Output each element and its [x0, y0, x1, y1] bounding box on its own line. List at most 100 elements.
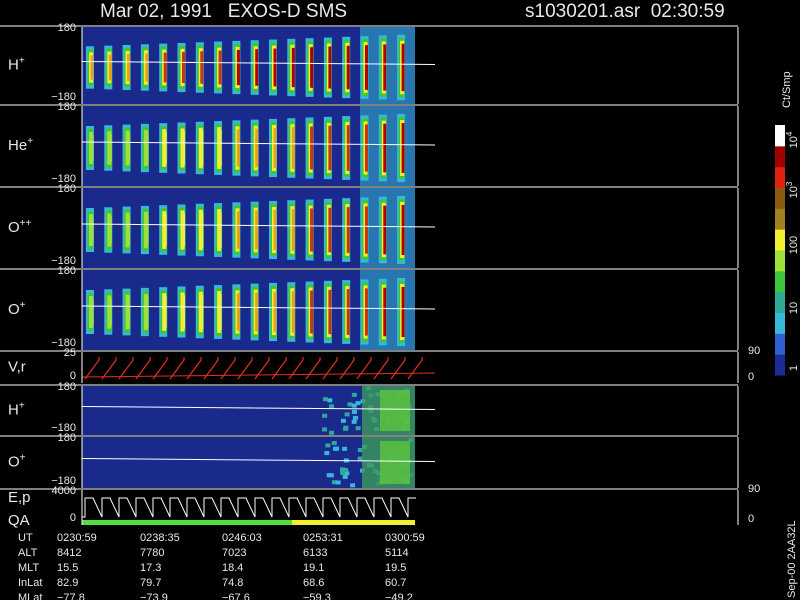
ephemeris-value: 0246:03	[222, 532, 262, 544]
spectrogram-cell	[328, 473, 334, 478]
ephemeris-value: 79.7	[140, 577, 161, 589]
spectrogram-stripe	[365, 124, 368, 172]
spectrogram-stripe	[200, 212, 204, 248]
species-charge: +	[20, 453, 26, 464]
spectrogram-cell	[328, 404, 334, 409]
spectrogram-stripe	[127, 297, 131, 327]
spectrogram-stripe	[182, 213, 185, 247]
spectrogram-stripe	[310, 290, 314, 334]
spectrogram-cell	[343, 425, 349, 430]
panel-label: H+	[8, 56, 25, 74]
spectrogram-cell	[344, 471, 350, 476]
spectrogram-stripe	[346, 207, 350, 253]
left-tick-top: 180	[58, 101, 76, 113]
ephemeris-value: 6133	[303, 547, 327, 559]
spectrogram-stripe	[255, 210, 259, 250]
spectrogram-stripe	[291, 291, 295, 333]
right-tick-top: 90	[748, 345, 760, 357]
ephemeris-value: 7023	[222, 547, 246, 559]
spectrogram-stripe	[200, 51, 204, 84]
spectrogram-stripe	[90, 135, 94, 161]
spectrogram-stripe	[310, 47, 314, 88]
spectrogram-stripe	[401, 287, 405, 337]
spectrogram-cell	[335, 480, 341, 485]
colorbar-tick: 10	[788, 302, 800, 314]
trace-line	[81, 305, 436, 310]
panel-label: H+	[8, 401, 25, 419]
spectrogram-stripe	[108, 134, 112, 162]
spectrogram-cell	[343, 467, 349, 472]
left-tick-bottom: 0	[70, 370, 76, 382]
spectrogram-cell	[327, 398, 333, 403]
spectrogram-stripe	[383, 205, 387, 255]
spectrogram-cell	[355, 401, 361, 406]
trace-line	[81, 141, 436, 146]
colorbar-swatch	[775, 270, 785, 293]
spectrogram-cell	[357, 448, 363, 453]
trace-line	[81, 458, 436, 462]
species-name: H	[8, 402, 19, 419]
panel-label-2: QA	[8, 512, 30, 529]
ephemeris-value: −73.9	[140, 592, 168, 600]
ephemeris-value: 74.8	[222, 577, 243, 589]
spectrogram-stripe	[200, 130, 204, 166]
colorbar-swatch	[775, 145, 785, 168]
ephemeris-value: 18.4	[222, 562, 243, 574]
spectrogram-stripe	[108, 216, 112, 244]
ephemeris-label: MLat	[18, 592, 42, 600]
left-tick-bottom: −180	[51, 255, 76, 267]
ephemeris-value: 0300:59	[385, 532, 425, 544]
spectrogram-stripe	[218, 212, 222, 248]
spectrogram-stripe	[218, 294, 222, 330]
left-tick-top: 180	[58, 432, 76, 444]
spectrogram-stripe	[273, 209, 277, 251]
colorbar-swatch	[775, 125, 785, 147]
spectrogram-stripe	[182, 131, 185, 165]
panel-label: O+	[8, 300, 26, 318]
ephemeris-value: 19.5	[385, 562, 406, 574]
spectrogram-stripe	[236, 293, 240, 331]
spectrogram-block	[360, 106, 415, 186]
species-name: O	[8, 454, 20, 471]
left-tick-bottom: 0	[70, 512, 76, 524]
spectrogram-cell	[342, 446, 348, 451]
left-tick-top: 180	[58, 183, 76, 195]
tick-exponent: 4	[785, 131, 794, 136]
spectrogram-stripe	[145, 53, 149, 82]
spectrogram-cell	[322, 397, 328, 402]
species-charge: +	[19, 401, 25, 412]
species-name: E,p	[8, 489, 31, 506]
spectrogram-stripe	[218, 130, 222, 166]
ephemeris-value: −67.6	[222, 592, 250, 600]
spectrogram-stripe	[182, 295, 185, 329]
species-name: O	[8, 219, 20, 236]
ephemeris-value: 0230:59	[57, 532, 97, 544]
spectrogram-cell	[352, 415, 358, 420]
spectrogram-stripe	[310, 208, 314, 252]
colorbar-tick: 1	[788, 365, 800, 371]
species-charge: ++	[20, 218, 32, 229]
ephemeris-value: −77.8	[57, 592, 85, 600]
spectrogram-cell	[351, 392, 357, 397]
colorbar-swatch	[775, 187, 785, 209]
spectrogram-stripe	[127, 53, 131, 82]
spectrogram-cell	[351, 403, 357, 408]
spectrogram-cell	[325, 443, 331, 448]
spectrogram-cell	[340, 470, 346, 475]
spectrogram-cell	[347, 402, 353, 407]
spectrogram-stripe	[273, 127, 277, 169]
spectrogram-stripe	[401, 43, 405, 92]
spectrogram-block	[360, 270, 415, 350]
right-tick-bottom: 0	[748, 371, 754, 383]
spectrogram-stripe	[145, 214, 149, 246]
left-tick-bottom: −180	[51, 173, 76, 185]
spectrogram-stripe	[328, 125, 332, 171]
trace-line	[81, 223, 436, 228]
spectrogram-stripe	[383, 123, 387, 173]
spectrogram-stripe	[365, 288, 368, 336]
spectrogram-block	[380, 441, 410, 484]
spectrogram-stripe	[236, 129, 240, 167]
spectrogram-cell	[344, 412, 350, 417]
ephemeris-value: 60.7	[385, 577, 406, 589]
